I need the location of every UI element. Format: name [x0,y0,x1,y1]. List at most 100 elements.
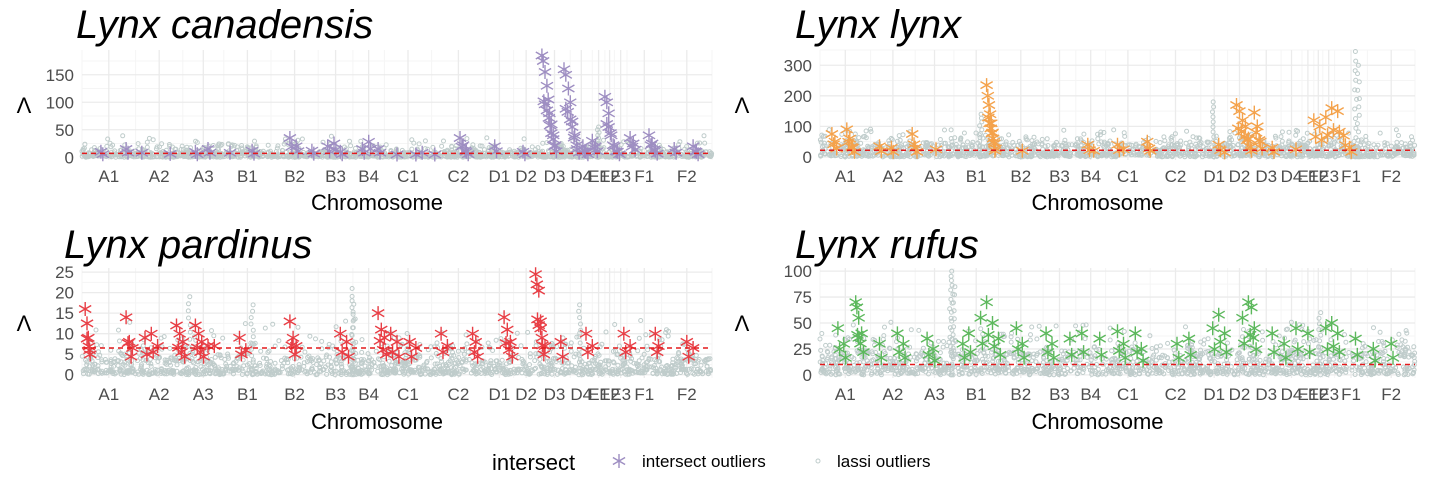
lassi-point [521,136,527,142]
x-tick-label: A1 [835,167,856,186]
lassi-point [477,143,483,149]
lassi-point [391,153,397,159]
lassi-point [313,336,318,342]
lassi-point [464,136,470,142]
intersect-point [78,302,92,316]
intersect-point [581,147,595,162]
lassi-point [513,154,519,160]
lassi-point [347,138,352,144]
x-tick-label: B4 [1080,167,1101,186]
x-tick-label: E2 [599,167,620,186]
x-tick-label: D1 [489,385,511,404]
intersect-point [548,139,561,154]
lassi-point [444,154,450,160]
lassi-point [1073,142,1079,148]
y-tick-label: 300 [784,56,812,75]
lassi-point [328,133,334,139]
lassi-point [863,128,869,134]
lassi-point [970,139,976,145]
lassi-point [328,359,334,365]
lassi-point [1101,130,1107,135]
lassi-point [1029,138,1035,144]
intersect-point [600,95,614,110]
x-tick-label: A2 [149,167,170,186]
lassi-point [979,127,985,133]
lassi-point [1227,129,1233,135]
x-tick-label: D1 [1203,167,1225,186]
x-tick-label: A1 [98,167,119,186]
y-tick-label: 0 [65,366,74,385]
lassi-point [529,144,535,150]
lassi-point [248,321,254,327]
lassi-point [965,139,970,145]
x-tick-label: B2 [284,167,305,186]
lassi-point [465,349,471,355]
lassi-point [484,135,490,141]
intersect-point [488,139,502,154]
lassi-point [1354,121,1360,127]
lassi-point [1396,133,1401,138]
x-tick-label: F1 [634,167,654,186]
lassi-point [302,349,308,355]
lassi-point [645,153,651,159]
lassi-point [550,154,556,160]
intersect-point [461,147,475,162]
x-tick-label: B3 [1049,167,1070,186]
lassi-point [637,154,643,160]
lassi-point [868,129,874,135]
lassi-point [92,148,97,154]
lassi-point [1061,127,1067,133]
intersect-point [536,54,550,68]
lassi-point [274,145,280,151]
x-tick-label: A1 [98,385,119,404]
lassi-point [279,366,285,372]
lassi-point [159,154,165,160]
panel-title: Lynx pardinus [64,223,312,267]
y-tick-label: 10 [55,325,74,344]
panel-title: Lynx canadensis [76,3,373,47]
x-tick-label: D3 [1255,167,1277,186]
intersect-point [321,139,335,154]
lassi-point [677,139,683,145]
x-tick-label: B2 [1010,167,1031,186]
lassi-point [1111,127,1117,133]
intersect-point [544,117,558,132]
intersect-point [1319,110,1333,125]
lassi-point [171,153,177,159]
lassi-point [359,337,365,343]
lassi-point [299,136,305,142]
intersect-point [428,147,442,162]
lassi-point [286,154,292,160]
lassi-point [358,138,364,144]
lassi-point [403,154,409,160]
lassi-point [295,324,301,330]
lassi-point [1361,142,1367,148]
lassi-point [425,146,431,152]
lassi-point [439,143,445,149]
y-tick-label: 100 [46,93,74,112]
lassi-point [1383,145,1389,151]
lassi-point [479,143,485,149]
lassi-point [330,154,336,160]
intersect-point [170,318,183,333]
lassi-point [679,154,685,159]
x-tick-label: A3 [193,167,214,186]
lassi-point [178,146,184,152]
lassi-point [82,141,88,147]
lassi-point [1377,130,1383,136]
y-tick-label: 150 [46,66,74,85]
intersect-point [585,133,599,148]
lassi-point [1353,58,1359,64]
lassi-point [187,294,193,300]
lassi-point [605,153,611,159]
lassi-point [1161,134,1167,140]
intersect-point [541,92,555,107]
lassi-point [540,140,546,146]
lassi-point [186,315,191,321]
intersect-point [590,144,604,159]
lassi-point [153,146,159,152]
intersect-point [589,139,602,154]
lassi-point [1318,142,1324,147]
